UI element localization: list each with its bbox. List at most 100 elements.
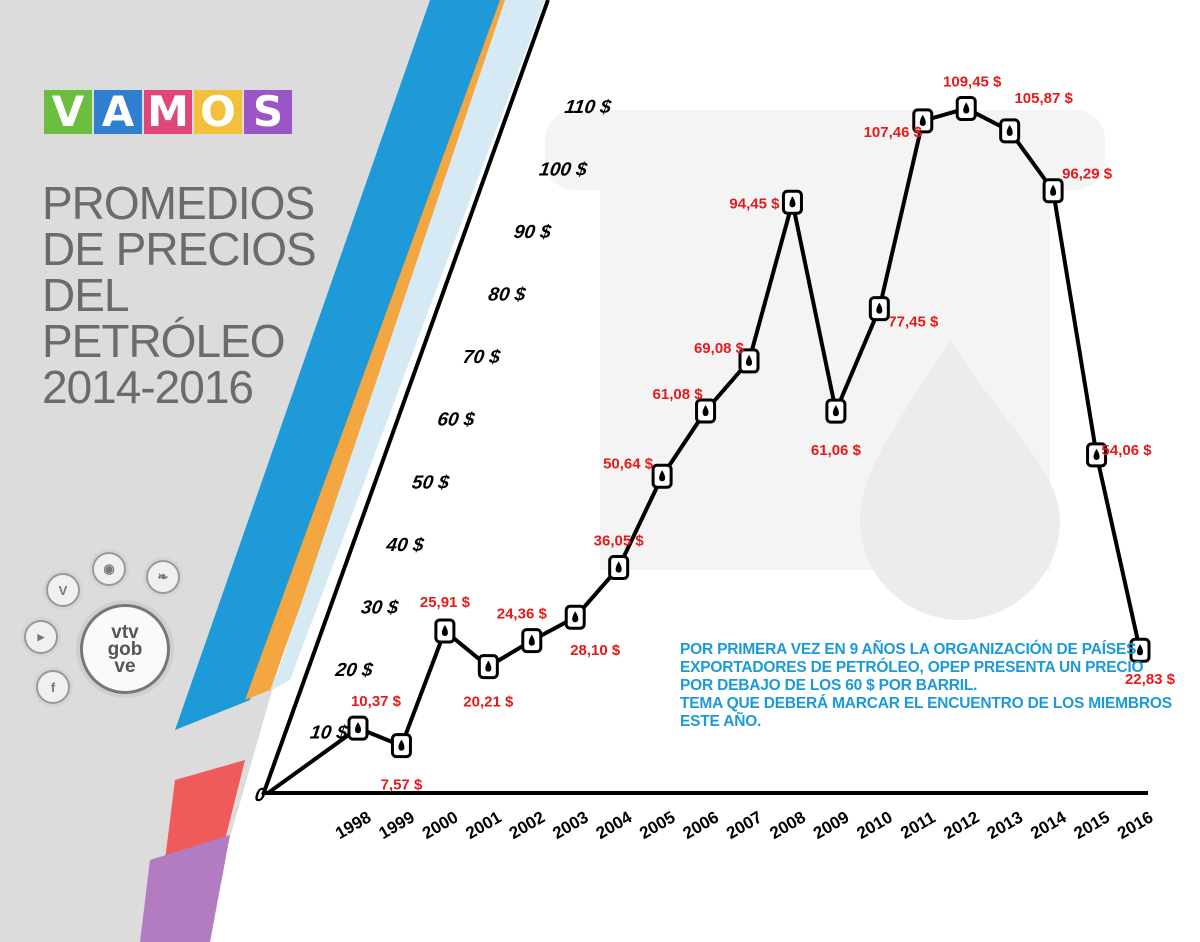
youtube-icon[interactable]: ▶ (24, 620, 58, 654)
x-tick-label: 2010 (853, 808, 895, 843)
data-label: 10,37 $ (351, 693, 402, 710)
gob-text: gob (107, 638, 143, 660)
y-tick-label: 70 $ (461, 347, 501, 368)
y-tick-label: 20 $ (333, 660, 374, 681)
oil-drop (1137, 644, 1143, 656)
x-tick-label: 1998 (332, 808, 374, 843)
barrel-marker-icon (955, 95, 977, 121)
note-line: POR DEBAJO DE LOS 60 $ POR BARRIL. (680, 677, 978, 694)
y-tick-label: 80 $ (487, 285, 527, 306)
data-label: 7,57 $ (381, 777, 423, 794)
instagram-icon[interactable]: ◉ (92, 552, 126, 586)
barrel-marker-icon (608, 555, 630, 581)
data-label: 94,45 $ (729, 195, 780, 212)
x-tick-label: 2009 (810, 808, 852, 843)
logo-letter: A (94, 90, 142, 134)
oil-drop (398, 739, 405, 751)
note-line: EXPORTADORES DE PETRÓLEO, OPEP PRESENTA … (680, 659, 1144, 676)
barrel-marker-icon (434, 618, 456, 644)
y-tick-label: 90 $ (512, 222, 552, 243)
data-label: 109,45 $ (943, 73, 1002, 90)
data-label: 61,06 $ (811, 442, 862, 459)
x-tick-label: 2014 (1027, 807, 1070, 843)
x-tick-label: 2012 (940, 808, 982, 843)
x-tick-label: 2001 (462, 808, 504, 843)
annotation-note: POR PRIMERA VEZ EN 9 AÑOS LA ORGANIZACIÓ… (680, 641, 1172, 731)
title-line: PETRÓLEO (42, 315, 286, 367)
y-tick-label: 50 $ (411, 472, 451, 493)
x-tick-label: 2002 (506, 808, 548, 843)
y-tick-label: 30 $ (360, 597, 400, 618)
oil-drop (441, 624, 448, 636)
note-line: TEMA QUE DEBERÁ MARCAR EL ENCUENTRO DE L… (680, 695, 1172, 712)
oil-drop (919, 114, 926, 126)
watermark-barrel-icon (545, 110, 1105, 620)
title-line: DE PRECIOS (42, 223, 317, 275)
vtv-logo[interactable]: vtv gob ve (80, 604, 170, 694)
barrel-marker-icon (390, 733, 412, 759)
oil-drop (789, 196, 796, 208)
data-label: 28,10 $ (570, 642, 621, 659)
data-label: 24,36 $ (497, 606, 548, 623)
note-line: POR PRIMERA VEZ EN 9 AÑOS LA ORGANIZACIÓ… (680, 641, 1137, 658)
x-tick-label: 1999 (376, 808, 418, 843)
data-label: 61,08 $ (653, 386, 704, 403)
barrel-marker-icon (738, 348, 760, 374)
y-tick-label: 110 $ (563, 97, 612, 118)
oil-drop (528, 634, 535, 646)
vine-icon[interactable]: V (46, 573, 80, 607)
red-stripe (165, 760, 245, 860)
y-axis (261, 0, 550, 796)
logo-letter: V (44, 90, 92, 134)
oil-drop (615, 561, 622, 573)
oil-drop (485, 660, 492, 672)
data-label: 50,64 $ (603, 455, 654, 472)
oil-drop (746, 354, 752, 366)
data-label: 77,45 $ (888, 314, 939, 331)
oil-drop (355, 722, 361, 734)
oil-drop (572, 611, 579, 623)
x-tick-label: 2004 (593, 807, 636, 843)
y-tick-label: 40 $ (384, 535, 425, 556)
twitter-icon[interactable]: ❧ (146, 560, 180, 594)
logo-letter: S (244, 90, 292, 134)
data-label: 107,46 $ (864, 124, 923, 141)
oil-drop (1050, 184, 1057, 196)
title-line: DEL (42, 269, 129, 321)
x-tick-label: 2015 (1071, 808, 1113, 843)
logo-letter: O (194, 90, 242, 134)
barrel-marker-icon (477, 654, 499, 680)
oil-drop (963, 102, 970, 114)
vamos-logo: V A M O S (44, 90, 292, 134)
data-label: 20,21 $ (463, 694, 514, 711)
purple-stripe (140, 835, 230, 942)
barrel-marker-icon (521, 628, 543, 654)
data-label: 36,05 $ (594, 533, 645, 550)
y-tick-label: 10 $ (309, 723, 349, 744)
barrel-marker-icon (651, 463, 673, 489)
logo-letter: M (144, 90, 192, 134)
barrel-marker-icon (1042, 178, 1064, 204)
y-tick-label: 0 (253, 785, 267, 806)
barrel-marker-icon (564, 604, 586, 630)
data-label: 105,87 $ (1014, 90, 1073, 107)
y-tick-label: 100 $ (538, 160, 589, 181)
data-label: 25,91 $ (420, 594, 471, 611)
barrel-marker-icon (695, 398, 717, 424)
oil-drop (876, 302, 883, 314)
facebook-icon[interactable]: f (36, 670, 70, 704)
x-tick-label: 2000 (419, 808, 461, 843)
oil-drop (1093, 448, 1100, 460)
barrel-marker-icon (1086, 442, 1108, 468)
oil-drop (659, 470, 666, 482)
x-tick-label: 2005 (636, 808, 678, 843)
x-tick-label: 2016 (1114, 808, 1156, 843)
title-line: 2014-2016 (42, 361, 254, 413)
x-tick-label: 2006 (680, 808, 722, 843)
oil-drop (832, 405, 839, 417)
vtv-text: vtv (111, 621, 139, 643)
note-line: ESTE AÑO. (680, 713, 762, 730)
